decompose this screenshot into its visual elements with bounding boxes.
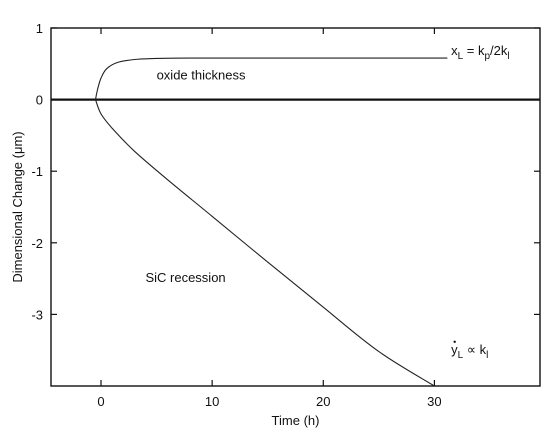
y-tick-label: 0	[36, 93, 43, 108]
y-axis-title: Dimensional Change (μm)	[10, 131, 25, 282]
x-tick-label: 0	[97, 394, 104, 409]
annotation-xl-formula: xL = kp/2kl	[451, 43, 510, 62]
x-tick-label: 10	[205, 394, 219, 409]
y-tick-label: 1	[36, 21, 43, 36]
y-tick-label: -3	[31, 307, 43, 322]
annotation-yl-formula: yL ∝ kl	[451, 340, 488, 361]
x-tick-label: 20	[316, 394, 330, 409]
x-tick-label: 30	[427, 394, 441, 409]
annotation-oxide-thickness: oxide thickness	[157, 68, 246, 83]
series-line-0	[94, 57, 448, 100]
x-axis-title: Time (h)	[272, 413, 320, 428]
y-tick-label: -2	[31, 236, 43, 251]
ydot-marker	[453, 340, 456, 343]
annotation-sic-recession: SiC recession	[145, 270, 225, 285]
y-tick-label: -1	[31, 164, 43, 179]
yl-formula-text: yL ∝ kl	[451, 342, 488, 361]
series-line-1	[94, 99, 435, 387]
plot-frame	[50, 27, 541, 387]
